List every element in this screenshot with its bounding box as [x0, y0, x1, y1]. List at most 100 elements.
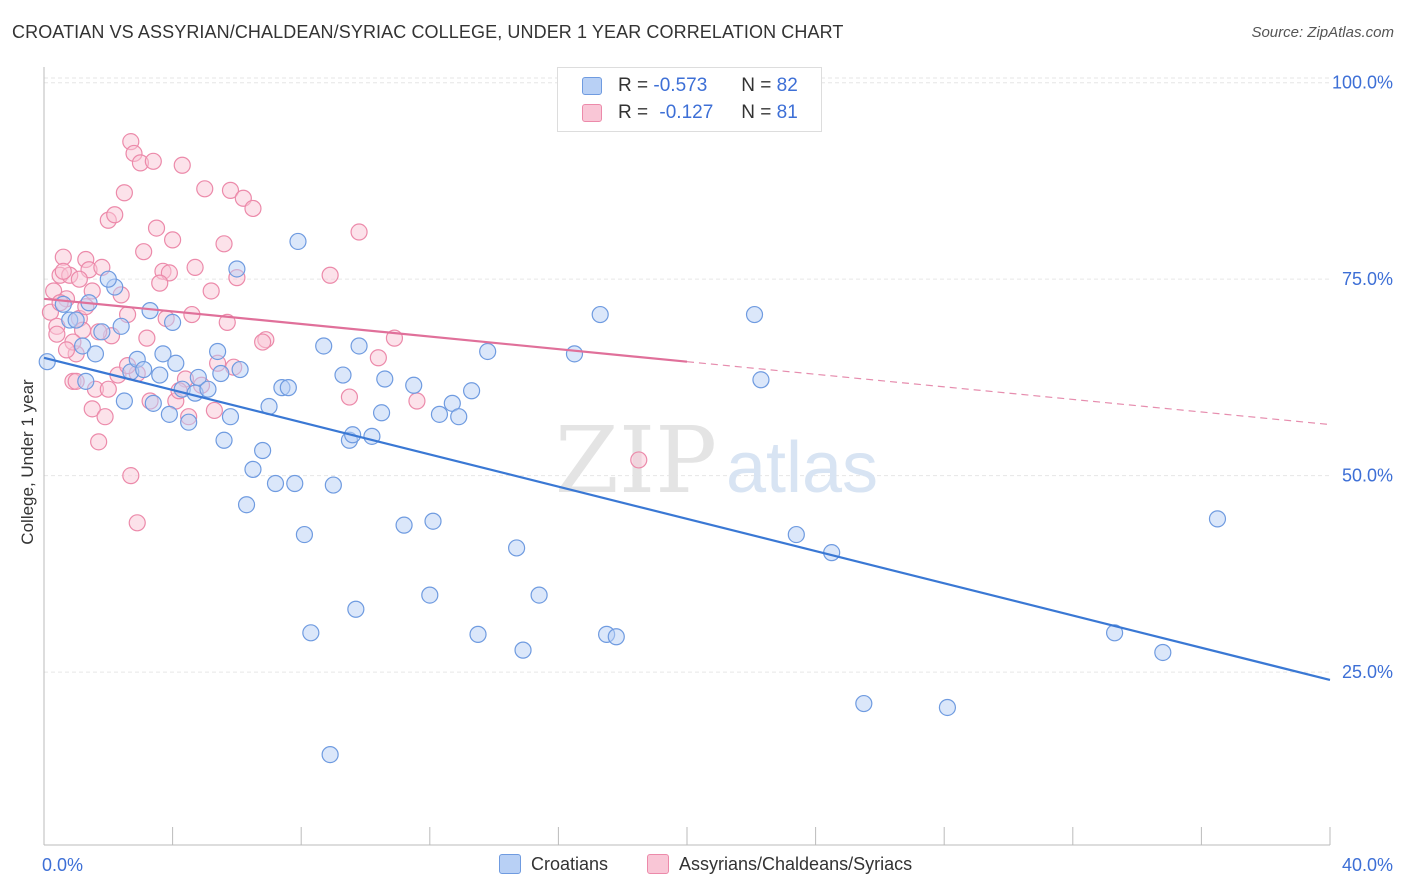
assyrians-point [202, 282, 220, 300]
croatians-point [237, 496, 256, 514]
croatians-point [160, 405, 178, 423]
assyrians-point [144, 152, 162, 170]
assyrians-legend-swatch [647, 854, 669, 874]
r-label: R = [618, 75, 649, 96]
y-axis-label: College, Under 1 year [18, 379, 37, 545]
croatians-point [405, 376, 423, 394]
trend-lines [43, 297, 1331, 682]
assyrians-point [48, 325, 66, 343]
assyrians-point [115, 184, 133, 202]
assyrians-point [254, 333, 272, 351]
bottom-legend-croatians: Croatians [499, 851, 608, 877]
assyrians-point [630, 451, 648, 469]
croatians-point [77, 372, 95, 390]
r-value: -0.127 [659, 102, 714, 123]
n-label: N = [741, 75, 772, 96]
n-label: N = [741, 102, 772, 123]
assyrians-point [57, 341, 76, 359]
croatians-point [508, 539, 526, 557]
assyrians-point [128, 514, 146, 532]
croatians-point [752, 371, 770, 389]
series-croatians-points [38, 232, 1227, 764]
assyrians-point [90, 433, 108, 451]
assyrians-point [215, 235, 233, 253]
croatians-point [372, 404, 391, 422]
assyrians-point [205, 401, 223, 420]
croatians-point [289, 232, 307, 251]
croatians-point [938, 698, 957, 717]
tick-labels: 100.0% 75.0% 50.0% 25.0% 0.0% 40.0% [42, 73, 1393, 875]
croatians-point [164, 313, 182, 332]
croatians-point [199, 380, 217, 398]
croatians-point [334, 366, 352, 384]
legend-row-assyrians: R = -0.127 N = 81 [582, 100, 798, 126]
grid-lines [44, 77, 1330, 673]
assyrians-point [70, 270, 88, 288]
watermark-atlas: atlas [726, 428, 878, 508]
croatians-point [93, 323, 111, 341]
croatians-point [591, 305, 609, 324]
croatians-point [279, 379, 297, 397]
assyrians-point [218, 313, 236, 332]
assyrians-point [54, 262, 72, 280]
croatians-point [215, 431, 233, 449]
bottom-legend-assyrians: Assyrians/Chaldeans/Syriacs [647, 851, 912, 877]
assyrians-trend-dashed [686, 361, 1331, 426]
croatians-point [228, 260, 246, 278]
assyrians-point [99, 380, 117, 398]
assyrians-point [173, 156, 191, 174]
y-tick-label: 25.0% [1342, 662, 1393, 682]
assyrians-point [135, 243, 153, 261]
croatians-point [421, 586, 439, 604]
croatians-point [430, 405, 449, 423]
croatians-point [99, 270, 117, 288]
croatians-point [67, 311, 85, 329]
croatians-point [286, 474, 304, 493]
croatians-point [376, 370, 394, 388]
assyrians-trend-solid [43, 297, 688, 363]
croatians-point [787, 525, 805, 544]
croatians-swatch [582, 77, 602, 95]
croatians-point [151, 366, 169, 384]
y-tick-label: 50.0% [1342, 466, 1393, 486]
assyrians-point [151, 274, 169, 292]
croatians-point [324, 476, 342, 494]
r-label: R = [618, 102, 649, 123]
croatians-point [855, 694, 873, 713]
y-tick-label: 100.0% [1332, 73, 1393, 93]
assyrians-point [408, 392, 426, 410]
croatians-point [295, 525, 314, 544]
croatians-point [479, 342, 497, 361]
croatians-point [302, 624, 320, 642]
y-tick-label: 75.0% [1342, 269, 1393, 289]
croatians-point [231, 360, 249, 379]
x-tick-label: 0.0% [42, 855, 83, 875]
assyrians-point [96, 408, 114, 426]
croatians-legend-swatch [499, 854, 521, 874]
croatians-point [607, 628, 625, 646]
assyrians-point [321, 266, 339, 284]
croatians-point [115, 392, 133, 410]
croatians-point [321, 746, 339, 764]
croatians-point [54, 295, 72, 313]
assyrians-point [138, 329, 156, 347]
croatians-point [514, 641, 532, 659]
croatians-point [745, 305, 764, 324]
croatians-trend-solid [43, 356, 1331, 682]
assyrians-legend-label: Assyrians/Chaldeans/Syriacs [679, 853, 913, 874]
croatians-point [189, 368, 207, 387]
watermark: ZIP atlas [555, 407, 878, 514]
assyrians-point [186, 258, 204, 276]
assyrians-point [350, 223, 368, 241]
croatians-point [86, 345, 105, 363]
croatians-point [424, 512, 442, 530]
croatians-point [266, 474, 285, 493]
croatians-point [244, 460, 262, 478]
axes [43, 67, 1331, 846]
croatians-point [565, 345, 584, 363]
croatians-point [154, 345, 172, 363]
assyrians-point [340, 388, 359, 406]
croatians-point [1154, 643, 1172, 662]
assyrians-point [221, 181, 240, 199]
